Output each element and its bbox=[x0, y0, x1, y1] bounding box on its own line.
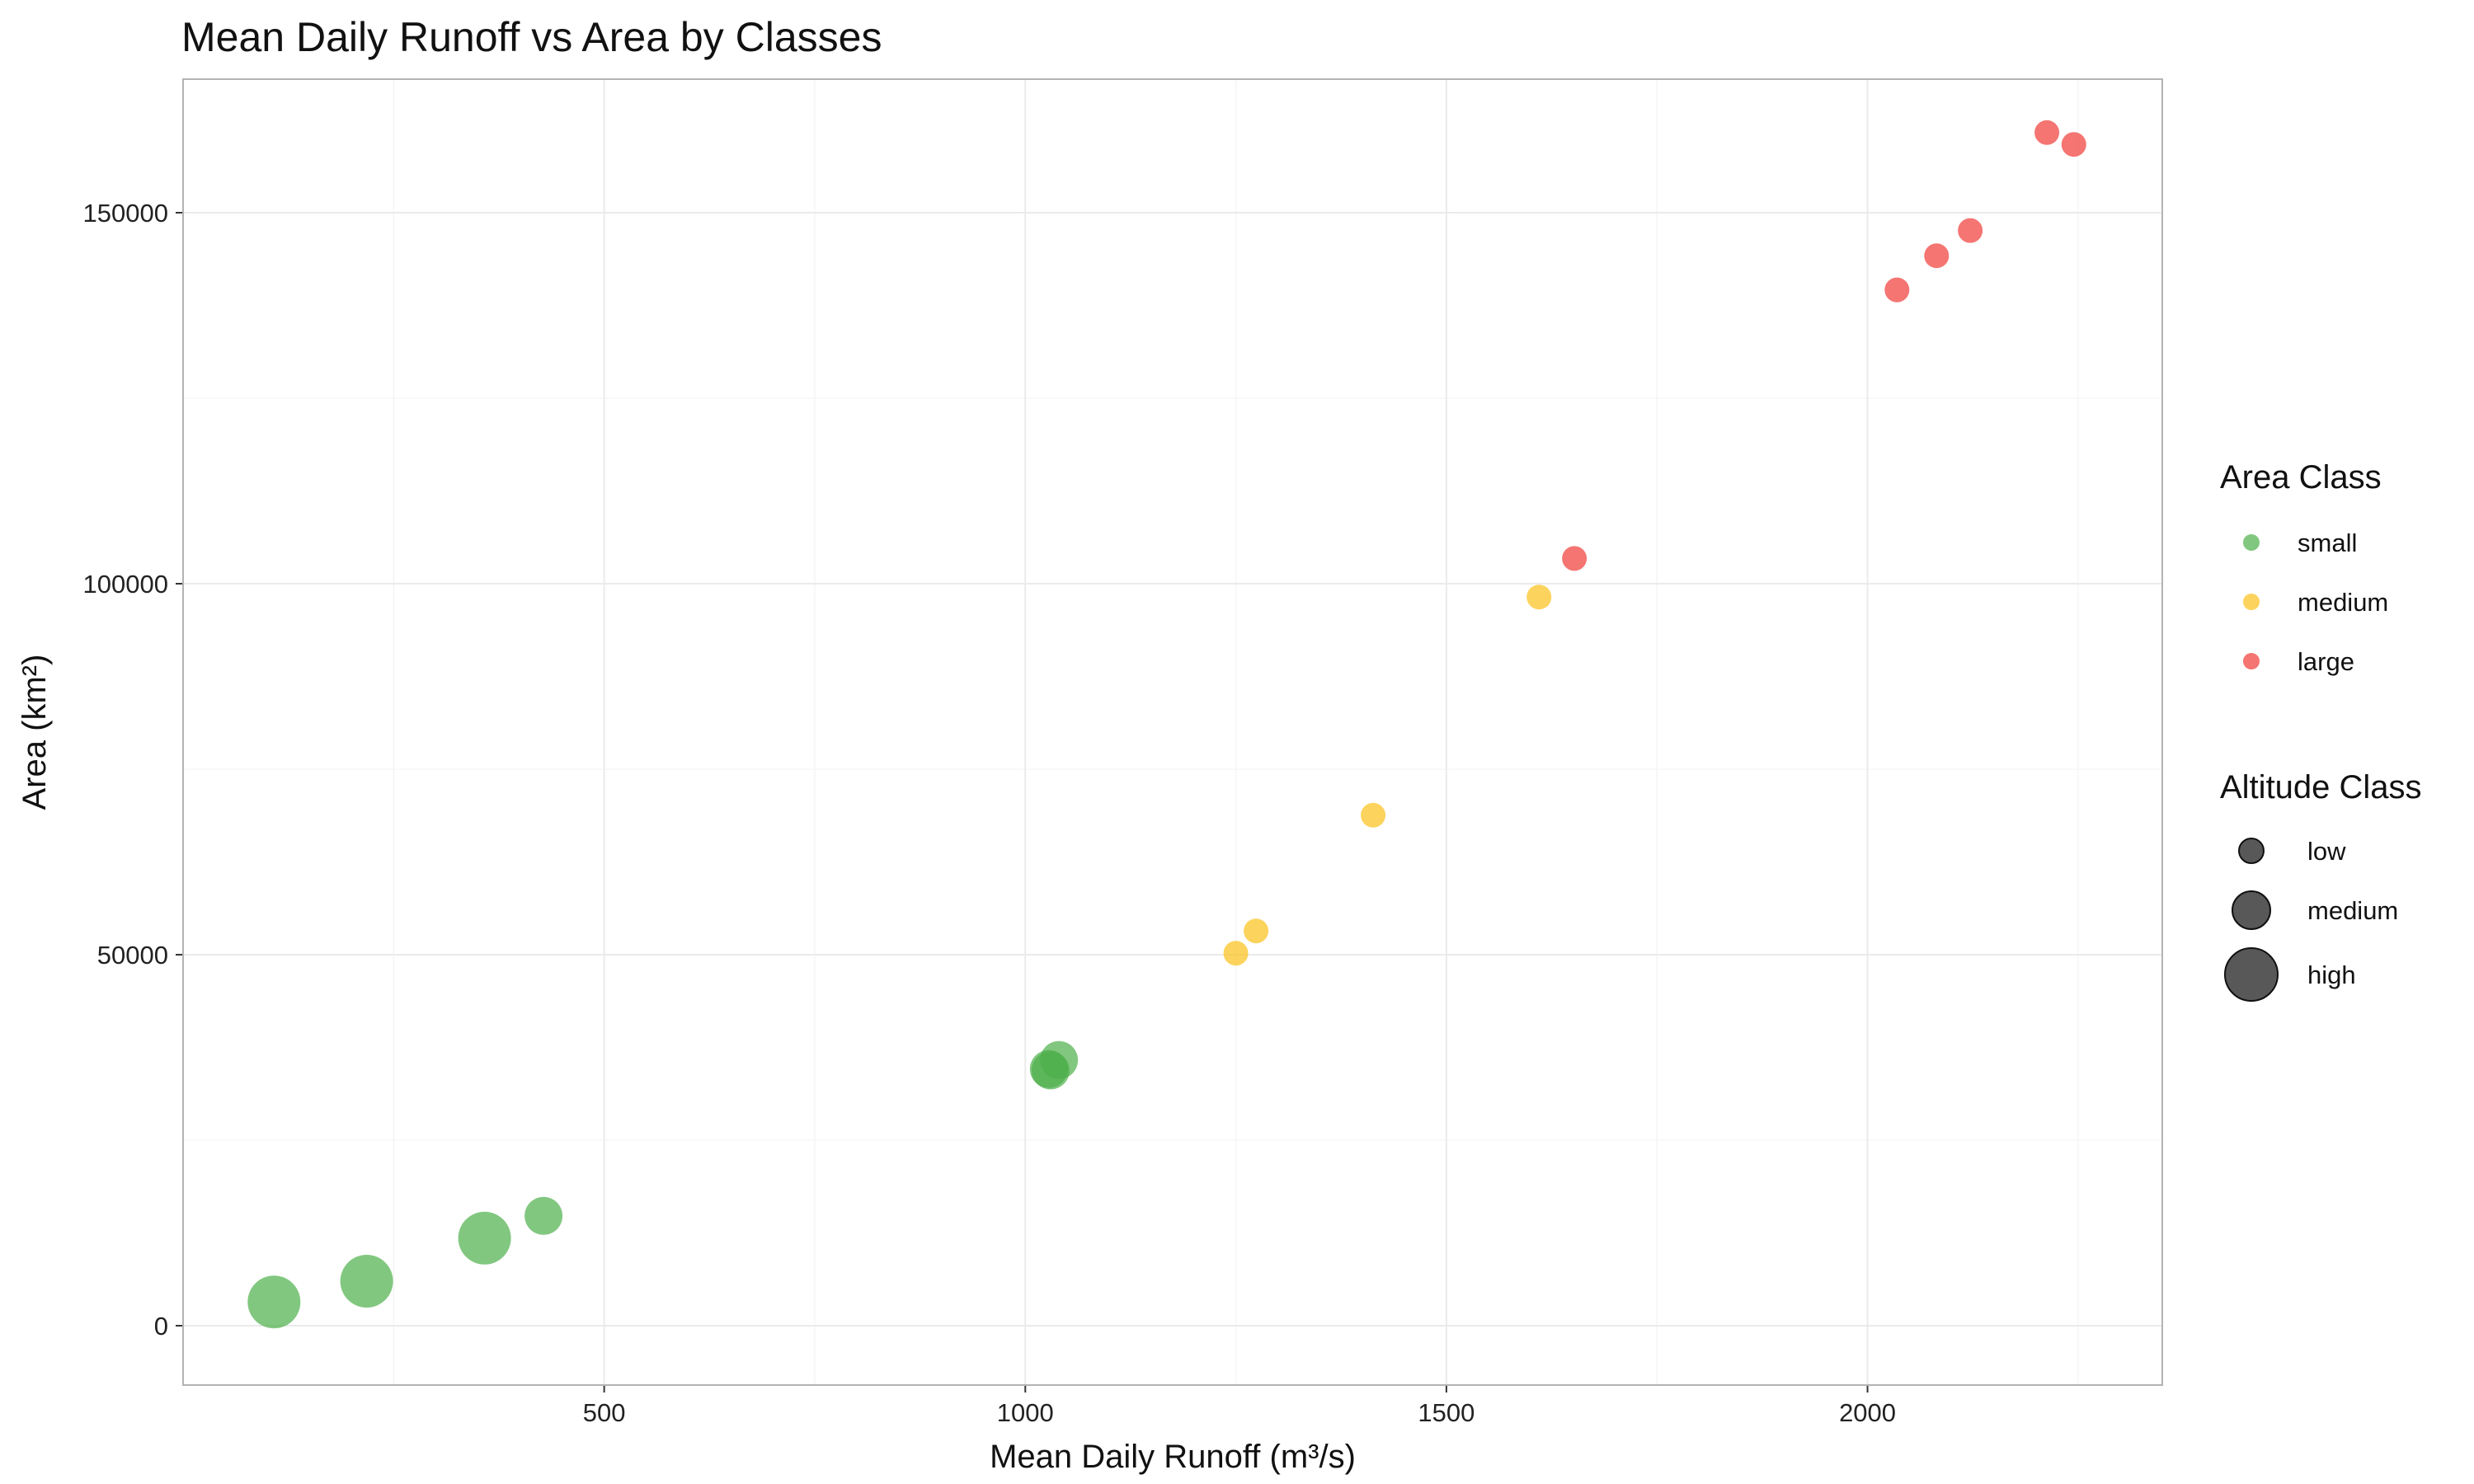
axis-ticks: 500 1000 1500 2000 0 50000 100000 150000 bbox=[83, 199, 1896, 1427]
data-point-small bbox=[524, 1196, 563, 1235]
data-point-large bbox=[2034, 120, 2060, 145]
legend-size-label-high: high bbox=[2307, 960, 2356, 989]
x-axis-title: Mean Daily Runoff (m³/s) bbox=[990, 1439, 1356, 1475]
y-axis-title: Area (km²) bbox=[16, 655, 53, 810]
data-point-large bbox=[1924, 243, 1950, 269]
x-tick-label: 1500 bbox=[1418, 1398, 1475, 1427]
area-class-legend-title: Area Class bbox=[2220, 459, 2382, 495]
data-point-medium bbox=[1526, 585, 1552, 610]
legend-swatch-small bbox=[2243, 534, 2260, 551]
x-tick-label: 500 bbox=[583, 1398, 626, 1427]
data-point-medium bbox=[1244, 918, 1269, 944]
legend-label-large: large bbox=[2298, 647, 2354, 676]
data-point-small bbox=[247, 1275, 301, 1329]
legend-swatch-medium bbox=[2243, 594, 2260, 610]
legend-size-medium bbox=[2232, 890, 2271, 930]
data-point-small bbox=[1029, 1050, 1068, 1088]
data-point-large bbox=[1884, 277, 1910, 303]
x-tick-label: 2000 bbox=[1839, 1398, 1896, 1427]
y-tick-label: 150000 bbox=[83, 199, 168, 228]
data-point-small bbox=[458, 1211, 511, 1265]
data-point-large bbox=[1562, 546, 1587, 571]
grid bbox=[183, 79, 2162, 1385]
y-tick-label: 50000 bbox=[97, 941, 168, 970]
altitude-class-legend: Altitude Class low medium high bbox=[2220, 769, 2422, 1002]
legend-label-medium: medium bbox=[2298, 588, 2388, 617]
legend-label-small: small bbox=[2298, 528, 2357, 557]
data-point-small bbox=[340, 1255, 393, 1308]
y-tick-label: 0 bbox=[154, 1312, 168, 1341]
altitude-class-legend-title: Altitude Class bbox=[2220, 769, 2422, 805]
y-tick-label: 100000 bbox=[83, 570, 168, 599]
data-point-large bbox=[2061, 132, 2086, 157]
legend-swatch-large bbox=[2243, 653, 2260, 669]
area-class-legend: Area Class small medium large bbox=[2220, 459, 2388, 676]
legend-size-label-low: low bbox=[2307, 837, 2346, 866]
x-tick-label: 1000 bbox=[997, 1398, 1054, 1427]
plot-panel-border bbox=[182, 78, 2163, 1386]
legend-size-high bbox=[2224, 947, 2279, 1002]
legend-size-low bbox=[2238, 838, 2265, 864]
legend-size-label-medium: medium bbox=[2307, 896, 2398, 925]
data-point-large bbox=[1958, 218, 1983, 243]
data-point-medium bbox=[1223, 941, 1249, 966]
chart-title: Mean Daily Runoff vs Area by Classes bbox=[181, 14, 882, 60]
data-point-medium bbox=[1361, 802, 1386, 828]
data-points bbox=[247, 120, 2086, 1329]
